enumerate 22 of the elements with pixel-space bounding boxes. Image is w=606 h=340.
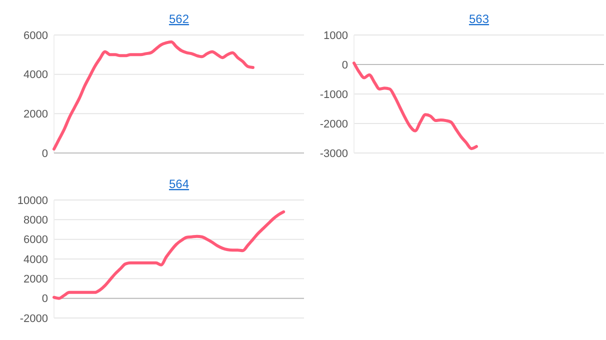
y-tick-label: 0: [342, 59, 348, 72]
line-series: [52, 210, 286, 300]
y-tick-label: 0: [42, 293, 48, 306]
line-series: [352, 62, 478, 150]
line-series: [52, 40, 254, 151]
y-tick-label: -1000: [320, 88, 348, 101]
y-tick-label: -2000: [20, 312, 48, 325]
y-tick-label: 6000: [24, 234, 48, 246]
y-tick-label: -3000: [320, 148, 348, 160]
y-tick-label: 2000: [24, 108, 48, 121]
chart-title: 564: [168, 177, 190, 191]
y-tick-label: 6000: [24, 30, 48, 42]
y-tick-label: 2000: [24, 274, 48, 286]
y-tick-label: 10000: [17, 194, 48, 207]
y-tick-label: -2000: [320, 118, 348, 130]
y-tick-label: 1000: [324, 30, 348, 42]
chart-title: 562: [168, 12, 190, 26]
chart-title: 563: [468, 12, 490, 26]
y-tick-label: 4000: [24, 69, 48, 82]
y-tick-label: 8000: [24, 214, 48, 227]
y-tick-label: 0: [42, 148, 48, 160]
y-tick-label: 4000: [24, 254, 48, 266]
